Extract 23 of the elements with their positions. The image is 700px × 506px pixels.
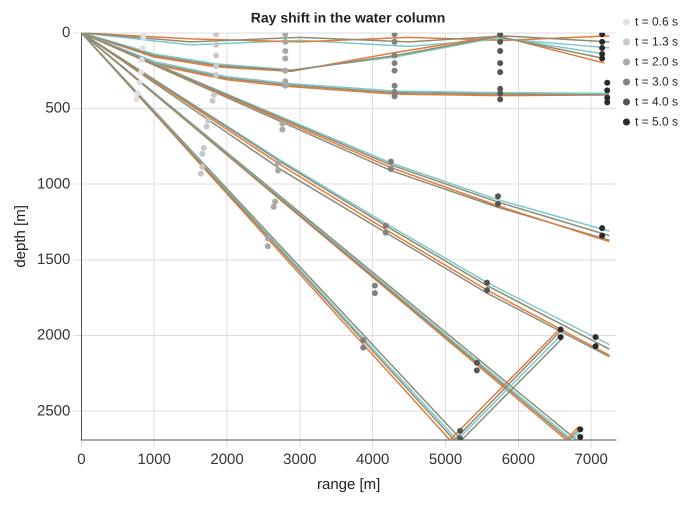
x-tick-label: 3000 bbox=[283, 451, 317, 468]
x-tick-label: 2000 bbox=[210, 451, 244, 468]
y-tick-label: 1000 bbox=[36, 175, 70, 192]
x-tick-label: 1000 bbox=[138, 451, 171, 468]
y-tick-label: 0 bbox=[62, 24, 70, 41]
y-tick-label: 2500 bbox=[36, 402, 70, 420]
y-tick-label: 1500 bbox=[36, 251, 70, 268]
legend-label: t = 4.0 s bbox=[634, 94, 678, 108]
chart-title: Ray shift in the water column bbox=[250, 9, 446, 26]
x-tick-label: 6000 bbox=[502, 451, 536, 468]
x-tick-label: 4000 bbox=[356, 451, 390, 468]
legend-label: t = 2.0 s bbox=[634, 54, 678, 68]
legend-label: t = 3.0 s bbox=[634, 74, 678, 88]
x-axis-title: range [m] bbox=[316, 476, 380, 494]
legend-label: t = 1.3 s bbox=[634, 34, 678, 48]
legend-label: t = 0.6 s bbox=[634, 14, 678, 28]
x-tick-label: 5000 bbox=[428, 451, 462, 468]
x-tick-label: 7000 bbox=[574, 451, 608, 468]
y-tick-label: 2000 bbox=[36, 326, 70, 344]
legend-label: t = 5.0 s bbox=[634, 114, 678, 128]
y-axis-title: depth [m] bbox=[12, 205, 30, 268]
y-tick-label: 500 bbox=[45, 100, 70, 117]
x-tick-label: 0 bbox=[77, 451, 86, 468]
